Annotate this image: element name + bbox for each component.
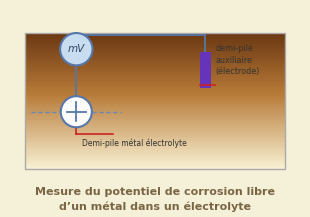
Bar	[25, 67, 285, 69]
Bar	[25, 51, 285, 53]
Bar	[25, 150, 285, 152]
Bar	[25, 43, 285, 45]
Bar	[25, 80, 285, 82]
Bar	[25, 53, 285, 55]
Bar	[25, 156, 285, 159]
Bar	[25, 145, 285, 147]
Bar	[25, 39, 285, 41]
Bar	[25, 58, 285, 60]
Bar	[25, 68, 285, 70]
Bar	[25, 107, 285, 109]
Text: Mesure du potentiel de corrosion libre: Mesure du potentiel de corrosion libre	[35, 186, 275, 197]
Bar	[25, 92, 285, 94]
Bar	[25, 55, 285, 57]
Bar	[25, 56, 285, 59]
Bar	[25, 87, 285, 89]
Bar	[25, 143, 285, 145]
Bar	[25, 33, 285, 169]
Bar	[25, 155, 285, 157]
Bar	[25, 140, 285, 142]
Bar	[25, 138, 285, 140]
Bar	[25, 61, 285, 64]
Bar	[25, 109, 285, 111]
Bar	[25, 77, 285, 79]
Bar	[25, 48, 285, 50]
Bar	[25, 126, 285, 128]
Bar	[25, 112, 285, 115]
Bar	[200, 53, 211, 88]
Ellipse shape	[61, 96, 92, 127]
Bar	[25, 136, 285, 138]
Bar	[25, 34, 285, 36]
Bar	[25, 160, 285, 162]
Bar	[25, 97, 285, 99]
Bar	[25, 167, 285, 169]
Bar	[25, 151, 285, 154]
Bar	[25, 79, 285, 81]
Bar	[25, 146, 285, 148]
Bar	[25, 124, 285, 127]
Text: d’un métal dans un électrolyte: d’un métal dans un électrolyte	[59, 201, 251, 212]
Bar	[25, 49, 285, 52]
Bar	[25, 117, 285, 120]
Bar	[25, 153, 285, 155]
Bar	[25, 119, 285, 121]
Bar	[25, 158, 285, 160]
Bar	[25, 162, 285, 164]
Text: demi-pile
auxiliaire
(électrode): demi-pile auxiliaire (électrode)	[215, 44, 260, 76]
Bar	[25, 148, 285, 150]
Bar	[25, 84, 285, 86]
Bar	[25, 38, 285, 40]
Bar	[25, 36, 285, 38]
Bar	[25, 114, 285, 116]
Bar	[25, 33, 285, 35]
Bar	[25, 99, 285, 101]
Bar	[25, 131, 285, 133]
Bar	[25, 89, 285, 91]
Bar	[25, 129, 285, 132]
Ellipse shape	[60, 33, 92, 65]
Bar	[25, 116, 285, 118]
Bar	[25, 82, 285, 84]
Bar	[25, 73, 285, 76]
Bar	[25, 85, 285, 87]
Bar	[25, 46, 285, 48]
Bar	[25, 102, 285, 104]
Bar	[25, 65, 285, 67]
Bar	[25, 128, 285, 130]
Text: Demi-pile métal électrolyte: Demi-pile métal électrolyte	[82, 138, 187, 148]
Bar	[25, 70, 285, 72]
Bar	[25, 100, 285, 103]
Bar	[25, 94, 285, 96]
Bar	[25, 60, 285, 62]
Bar	[25, 90, 285, 92]
Bar	[25, 106, 285, 108]
Bar	[25, 121, 285, 123]
Bar	[25, 141, 285, 143]
Bar	[25, 165, 285, 167]
Bar	[25, 163, 285, 166]
Bar	[25, 123, 285, 125]
Bar	[25, 63, 285, 65]
Bar	[25, 104, 285, 106]
Bar	[25, 72, 285, 74]
Bar	[25, 135, 285, 137]
Bar	[25, 41, 285, 43]
Bar	[25, 75, 285, 77]
Text: mV: mV	[68, 44, 85, 54]
Bar	[25, 111, 285, 113]
Bar	[25, 133, 285, 135]
Bar	[25, 95, 285, 98]
Bar	[25, 44, 285, 47]
